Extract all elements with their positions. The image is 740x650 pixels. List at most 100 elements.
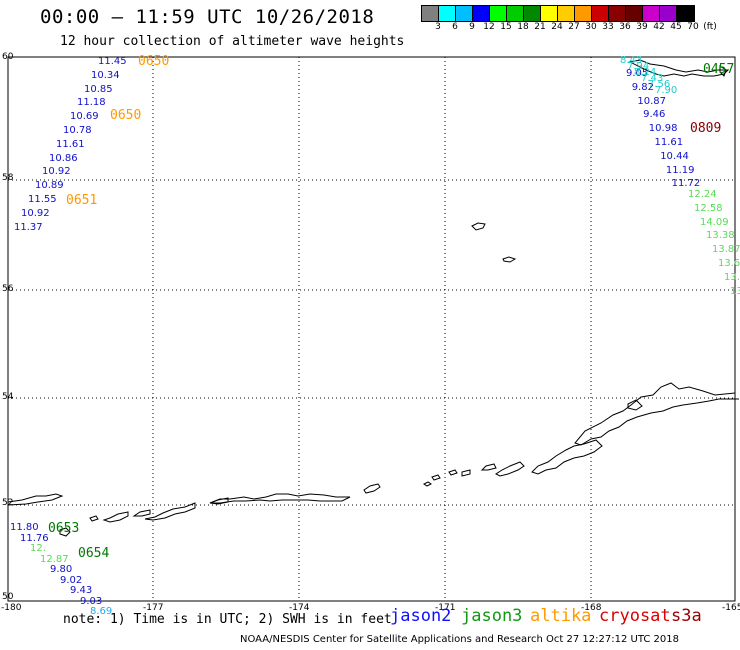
ne-wave-height-green-4: 13.87 xyxy=(712,244,740,256)
nw-wave-height-2: 10.85 xyxy=(84,83,113,95)
legend-s3a: s3a xyxy=(671,606,702,626)
sw-wave-height-5: 9.02 xyxy=(60,574,83,586)
ne-wave-height-blue-8: 11.72 xyxy=(671,178,701,190)
color-bar-label-9: 30 xyxy=(585,22,597,32)
lat-label-54: 54 xyxy=(2,392,14,402)
sw-wave-height-1: 11.76 xyxy=(20,532,49,544)
lon-label-177: -177 xyxy=(143,603,164,613)
sw-wave-height-3: 12.87 xyxy=(40,553,69,565)
sw-wave-height-8: 8.69 xyxy=(90,606,113,617)
ne-wave-height-blue-1: 9.82 xyxy=(631,81,654,93)
sw-wave-height-0: 11.80 xyxy=(10,522,39,533)
color-swatch-8 xyxy=(558,6,575,21)
color-bar-label-4: 15 xyxy=(500,22,512,32)
color-swatch-2 xyxy=(456,6,473,21)
sw-time-label-1: 0653 xyxy=(48,521,80,536)
color-bar-label-1: 6 xyxy=(452,22,458,32)
color-bar-label-0: 3 xyxy=(435,22,441,32)
ne-wave-height-green-1: 12.58 xyxy=(694,202,723,214)
color-swatch-15 xyxy=(677,6,694,21)
ne-wave-height-green-7: 13. xyxy=(730,285,740,297)
sw-time-label-2: 0654 xyxy=(78,546,110,561)
color-swatch-5 xyxy=(507,6,524,21)
lon-label-165: -165 xyxy=(722,603,740,613)
color-swatch-12 xyxy=(626,6,643,21)
color-swatch-14 xyxy=(660,6,677,21)
ne-wave-height-cyan-1: 7.94 xyxy=(627,61,650,72)
ne-wave-height-blue-4: 10.98 xyxy=(648,123,678,135)
legend-jason2: jason2 xyxy=(390,606,452,626)
color-swatch-6 xyxy=(524,6,541,21)
graticule xyxy=(8,57,735,601)
color-swatch-4 xyxy=(490,6,507,21)
color-bar-label-8: 27 xyxy=(568,22,580,32)
nw-wave-height-3: 11.18 xyxy=(77,97,106,109)
ne-wave-height-cyan-3: 7.43 xyxy=(641,73,664,84)
ne-wave-height-green-5: 13.6 xyxy=(718,258,740,269)
color-swatch-13 xyxy=(643,6,660,21)
lat-label-52: 52 xyxy=(2,498,14,508)
color-bar-label-2: 9 xyxy=(469,22,475,32)
ne-wave-height-green-6: 13. xyxy=(724,271,740,283)
lon-label-168: -168 xyxy=(581,603,602,613)
color-bar-label-13: 42 xyxy=(653,22,665,32)
color-bar-label-5: 18 xyxy=(517,22,529,32)
map-frame xyxy=(7,56,736,602)
nw-wave-height-1: 10.34 xyxy=(91,69,120,81)
lon-label-171: -171 xyxy=(435,603,456,613)
nw-wave-height-11: 10.92 xyxy=(21,207,50,219)
nw-time-label-1: 0650 xyxy=(138,54,170,69)
ne-wave-height-green-0: 12.24 xyxy=(688,189,717,200)
ne-wave-height-blue-0: 9.05 xyxy=(626,68,649,79)
legend-altika: altika xyxy=(530,606,592,626)
ne-wave-height-cyan-5: 7.90 xyxy=(655,85,678,96)
lon-label-180: -180 xyxy=(1,603,22,613)
color-swatch-7 xyxy=(541,6,558,21)
nw-wave-height-0: 11.45 xyxy=(98,56,127,67)
color-bar-label-7: 24 xyxy=(551,22,563,32)
color-bar-label-10: 33 xyxy=(602,22,614,32)
nw-wave-height-12: 11.37 xyxy=(14,221,43,233)
color-swatch-9 xyxy=(575,6,592,21)
lat-label-50: 50 xyxy=(2,592,14,602)
ne-wave-height-blue-6: 10.44 xyxy=(660,150,689,162)
chart-title: 00:00 – 11:59 UTC 10/26/2018 xyxy=(40,6,375,28)
color-swatch-10 xyxy=(592,6,609,21)
nw-wave-height-9: 10.89 xyxy=(35,180,64,192)
color-bar-label-3: 12 xyxy=(483,22,495,32)
coastline xyxy=(7,59,739,537)
ne-time-label-2: 0809 xyxy=(690,121,722,136)
sw-wave-height-4: 9.80 xyxy=(50,564,73,575)
footer-credit: NOAA/NESDIS Center for Satellite Applica… xyxy=(240,634,679,645)
color-bar-label-6: 21 xyxy=(534,22,546,32)
sw-wave-height-7: 9.03 xyxy=(80,595,103,607)
lat-label-58: 58 xyxy=(2,173,14,183)
color-bar-label-12: 39 xyxy=(636,22,648,32)
ne-wave-height-blue-7: 11.19 xyxy=(665,164,695,176)
nw-time-label-2: 0650 xyxy=(110,108,142,123)
ne-wave-height-green-3: 13.38 xyxy=(706,230,735,242)
nw-wave-height-5: 10.78 xyxy=(63,125,92,136)
nw-time-label-3: 0651 xyxy=(66,193,98,208)
color-bar-label-16: (ft) xyxy=(703,22,717,32)
nw-wave-height-6: 11.61 xyxy=(56,138,85,150)
sw-wave-height-6: 9.43 xyxy=(70,585,93,596)
color-swatch-1 xyxy=(439,6,456,21)
ne-wave-height-blue-3: 9.46 xyxy=(643,109,666,121)
color-bar-label-15: 70 xyxy=(687,22,699,32)
sw-wave-height-2: 12. xyxy=(30,543,46,554)
ne-wave-height-cyan-0: 8.43 xyxy=(620,55,643,66)
ne-wave-height-blue-5: 11.61 xyxy=(654,137,684,148)
lon-label-174: -174 xyxy=(289,603,310,613)
nw-wave-height-7: 10.86 xyxy=(49,152,78,164)
ne-time-label-1: 0457 xyxy=(703,62,735,77)
chart-subtitle: 12 hour collection of altimeter wave hei… xyxy=(60,34,405,49)
lat-label-56: 56 xyxy=(2,284,14,294)
footer-note: note: 1) Time is in UTC; 2) SWH is in fe… xyxy=(63,612,392,627)
ne-wave-height-cyan-2: 8.24 xyxy=(634,67,657,78)
nw-wave-height-8: 10.92 xyxy=(42,166,71,178)
color-swatch-0 xyxy=(422,6,439,21)
ne-wave-height-green-2: 14.09 xyxy=(700,216,729,228)
color-bar-label-11: 36 xyxy=(619,22,631,32)
